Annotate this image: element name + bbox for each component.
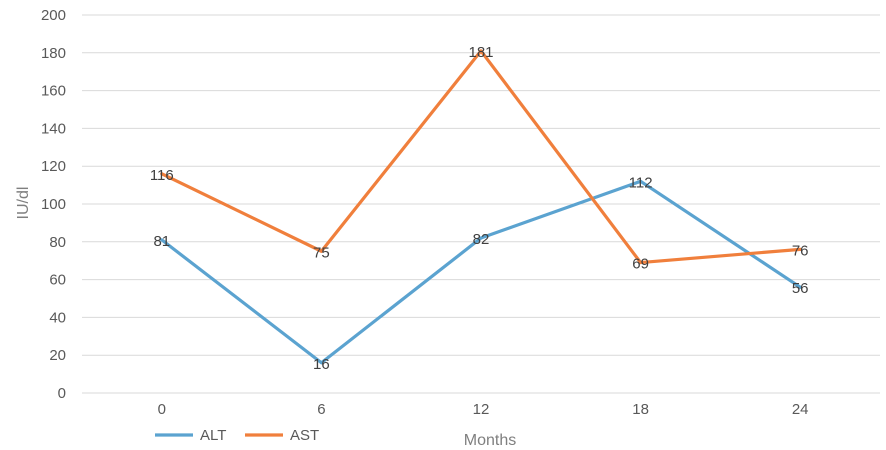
y-tick-label: 60 — [49, 272, 66, 289]
legend-label: AST — [290, 427, 319, 444]
data-label: 16 — [313, 356, 330, 373]
data-label: 112 — [629, 174, 653, 191]
y-tick-label: 80 — [49, 234, 66, 251]
data-label: 76 — [792, 242, 809, 259]
y-tick-label: 140 — [41, 120, 66, 137]
series-layer: 81 16 82 112 56 116 75 181 69 76 — [150, 44, 809, 373]
data-point — [639, 261, 643, 265]
y-tick-label: 120 — [41, 158, 66, 175]
legend-label: ALT — [200, 427, 226, 444]
x-tick-label: 0 — [158, 401, 166, 418]
data-label: 56 — [792, 280, 809, 297]
series-line-alt — [160, 179, 802, 365]
data-label: 69 — [632, 256, 649, 273]
legend: ALT AST — [155, 427, 319, 444]
data-label: 75 — [313, 244, 330, 261]
data-point — [479, 236, 483, 240]
series-ast — [160, 49, 802, 265]
x-tick-label: 6 — [317, 401, 325, 418]
data-label: 81 — [153, 233, 170, 250]
x-tick-label: 24 — [792, 401, 809, 418]
data-point — [798, 247, 802, 251]
x-axis-ticks: 0 6 12 18 24 — [158, 401, 809, 418]
gridlines — [82, 14, 880, 394]
x-axis-title: Months — [464, 432, 516, 449]
x-tick-label: 12 — [473, 401, 490, 418]
y-axis-title: IU/dl — [15, 187, 32, 220]
data-point — [479, 49, 483, 53]
data-label: 116 — [150, 167, 174, 184]
y-tick-label: 20 — [49, 347, 66, 364]
data-point — [319, 361, 323, 365]
legend-item-ast: AST — [245, 427, 319, 444]
series-alt — [160, 179, 802, 365]
y-axis-ticks: 0 20 40 60 80 100 120 140 160 180 200 — [41, 7, 66, 402]
data-point — [798, 285, 802, 289]
data-label: 82 — [473, 231, 490, 248]
y-tick-label: 200 — [41, 7, 66, 24]
data-labels-ast: 116 75 181 69 76 — [150, 44, 809, 273]
data-point — [160, 172, 164, 176]
data-point — [319, 249, 323, 253]
legend-item-alt: ALT — [155, 427, 226, 444]
y-tick-label: 40 — [49, 309, 66, 326]
data-label: 181 — [468, 44, 493, 61]
data-labels-alt: 81 16 82 112 56 — [153, 174, 808, 372]
data-point — [639, 179, 643, 183]
y-tick-label: 0 — [58, 385, 66, 402]
y-tick-label: 160 — [41, 83, 66, 100]
y-tick-label: 180 — [41, 45, 66, 62]
y-tick-label: 100 — [41, 196, 66, 213]
data-point — [160, 238, 164, 242]
x-tick-label: 18 — [632, 401, 649, 418]
